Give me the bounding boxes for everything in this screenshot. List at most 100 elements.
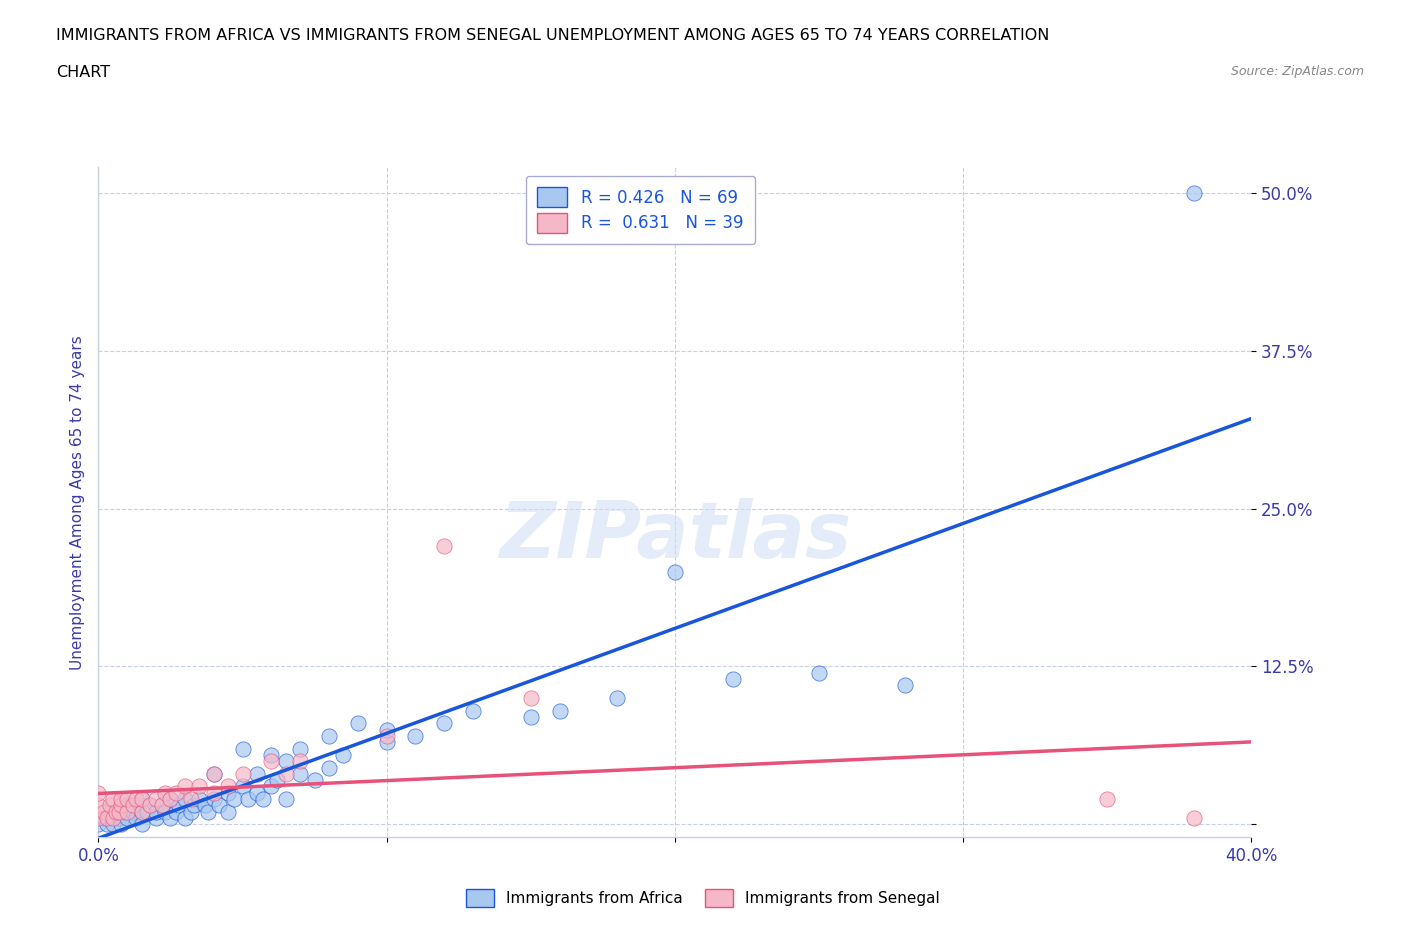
Point: [260, 748, 283, 763]
Point: [122, 798, 145, 813]
Point: [150, 798, 173, 813]
Point: [107, 804, 129, 819]
Point: [131, 791, 153, 806]
Point: [112, 804, 135, 819]
Point: [125, 811, 148, 826]
Point: [520, 691, 543, 706]
Point: [433, 716, 456, 731]
Point: [202, 766, 225, 781]
Point: [122, 804, 145, 819]
Point: [150, 798, 173, 813]
Point: [98, 798, 121, 813]
Point: [208, 798, 231, 813]
Point: [180, 804, 202, 819]
Point: [246, 766, 269, 781]
Point: [153, 785, 176, 800]
Point: [246, 785, 269, 800]
Point: [87, 798, 110, 813]
Point: [87, 811, 110, 826]
Point: [101, 817, 124, 831]
Point: [93, 811, 115, 826]
Point: [87, 817, 110, 831]
Point: [96, 817, 118, 831]
Point: [139, 798, 162, 813]
Point: [197, 804, 219, 819]
Text: ZIPatlas: ZIPatlas: [499, 498, 851, 574]
Point: [217, 804, 239, 819]
Point: [252, 791, 274, 806]
Point: [87, 785, 110, 800]
Point: [165, 804, 187, 819]
Point: [520, 710, 543, 724]
Point: [110, 798, 132, 813]
Point: [548, 703, 571, 718]
Text: CHART: CHART: [56, 65, 110, 80]
Point: [375, 723, 398, 737]
Point: [304, 773, 326, 788]
Point: [136, 804, 159, 819]
Point: [202, 785, 225, 800]
Point: [117, 811, 138, 826]
Point: [664, 565, 686, 579]
Point: [318, 728, 340, 743]
Point: [159, 791, 181, 806]
Point: [1182, 811, 1205, 826]
Point: [346, 716, 368, 731]
Point: [183, 798, 205, 813]
Y-axis label: Unemployment Among Ages 65 to 74 years: Unemployment Among Ages 65 to 74 years: [69, 335, 84, 670]
Point: [101, 791, 124, 806]
Point: [159, 791, 181, 806]
Point: [222, 791, 245, 806]
Point: [721, 671, 744, 686]
Point: [139, 798, 162, 813]
Point: [117, 804, 138, 819]
Point: [125, 791, 148, 806]
Point: [238, 791, 260, 806]
Point: [110, 791, 132, 806]
Point: [231, 766, 254, 781]
Point: [606, 691, 628, 706]
Point: [110, 817, 132, 831]
Point: [188, 779, 211, 794]
Point: [290, 741, 312, 756]
Point: [145, 791, 167, 806]
Point: [405, 728, 427, 743]
Point: [274, 753, 297, 768]
Legend: R = 0.426   N = 69, R =  0.631   N = 39: R = 0.426 N = 69, R = 0.631 N = 39: [526, 176, 755, 245]
Point: [231, 741, 254, 756]
Point: [165, 785, 187, 800]
Point: [107, 811, 129, 826]
Point: [231, 779, 254, 794]
Text: Source: ZipAtlas.com: Source: ZipAtlas.com: [1230, 65, 1364, 78]
Legend: Immigrants from Africa, Immigrants from Senegal: Immigrants from Africa, Immigrants from …: [460, 884, 946, 913]
Point: [1097, 791, 1119, 806]
Point: [131, 804, 153, 819]
Point: [1182, 185, 1205, 200]
Point: [375, 735, 398, 750]
Point: [274, 791, 297, 806]
Point: [188, 791, 211, 806]
Point: [894, 678, 917, 693]
Point: [260, 779, 283, 794]
Point: [461, 703, 484, 718]
Point: [202, 791, 225, 806]
Point: [260, 753, 283, 768]
Point: [290, 766, 312, 781]
Point: [180, 791, 202, 806]
Point: [174, 791, 197, 806]
Point: [104, 804, 127, 819]
Point: [145, 804, 167, 819]
Point: [375, 728, 398, 743]
Point: [167, 798, 190, 813]
Text: IMMIGRANTS FROM AFRICA VS IMMIGRANTS FROM SENEGAL UNEMPLOYMENT AMONG AGES 65 TO : IMMIGRANTS FROM AFRICA VS IMMIGRANTS FRO…: [56, 28, 1050, 43]
Point: [290, 753, 312, 768]
Point: [217, 785, 239, 800]
Point: [274, 766, 297, 781]
Point: [332, 748, 354, 763]
Point: [96, 811, 118, 826]
Point: [117, 791, 138, 806]
Point: [131, 791, 153, 806]
Point: [117, 798, 138, 813]
Point: [194, 798, 217, 813]
Point: [101, 804, 124, 819]
